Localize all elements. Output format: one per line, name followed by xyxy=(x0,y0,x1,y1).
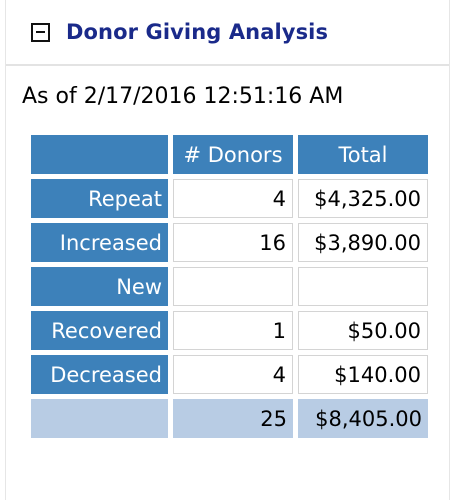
row-label-recovered: Recovered xyxy=(31,311,168,350)
donor-analysis-table: # Donors Total Repeat 4 $4,325.00 Increa… xyxy=(26,130,433,443)
donors-cell: 1 xyxy=(173,311,293,350)
total-cell: $140.00 xyxy=(298,355,428,394)
as-of-timestamp: As of 2/17/2016 12:51:16 AM xyxy=(22,84,344,109)
donors-cell xyxy=(173,267,293,306)
table-row: New xyxy=(31,267,428,306)
table-row: Repeat 4 $4,325.00 xyxy=(31,179,428,218)
totals-donors-cell: 25 xyxy=(173,399,293,438)
row-label-new: New xyxy=(31,267,168,306)
total-cell: $3,890.00 xyxy=(298,223,428,262)
row-label-repeat: Repeat xyxy=(31,179,168,218)
table-row: Increased 16 $3,890.00 xyxy=(31,223,428,262)
header-cell-blank xyxy=(31,135,168,174)
donors-cell: 4 xyxy=(173,179,293,218)
donors-cell: 16 xyxy=(173,223,293,262)
table-row: Decreased 4 $140.00 xyxy=(31,355,428,394)
row-label-increased: Increased xyxy=(31,223,168,262)
table-header-row: # Donors Total xyxy=(31,135,428,174)
total-cell: $50.00 xyxy=(298,311,428,350)
row-label-decreased: Decreased xyxy=(31,355,168,394)
totals-label-cell xyxy=(31,399,168,438)
donors-cell: 4 xyxy=(173,355,293,394)
header-cell-donors: # Donors xyxy=(173,135,293,174)
panel-header: Donor Giving Analysis xyxy=(6,0,449,66)
total-cell xyxy=(298,267,428,306)
header-cell-total: Total xyxy=(298,135,428,174)
totals-total-cell: $8,405.00 xyxy=(298,399,428,438)
panel-title: Donor Giving Analysis xyxy=(66,20,329,44)
table-totals-row: 25 $8,405.00 xyxy=(31,399,428,438)
donor-giving-panel: Donor Giving Analysis As of 2/17/2016 12… xyxy=(5,0,450,500)
total-cell: $4,325.00 xyxy=(298,179,428,218)
table-row: Recovered 1 $50.00 xyxy=(31,311,428,350)
collapse-icon[interactable] xyxy=(31,22,50,42)
